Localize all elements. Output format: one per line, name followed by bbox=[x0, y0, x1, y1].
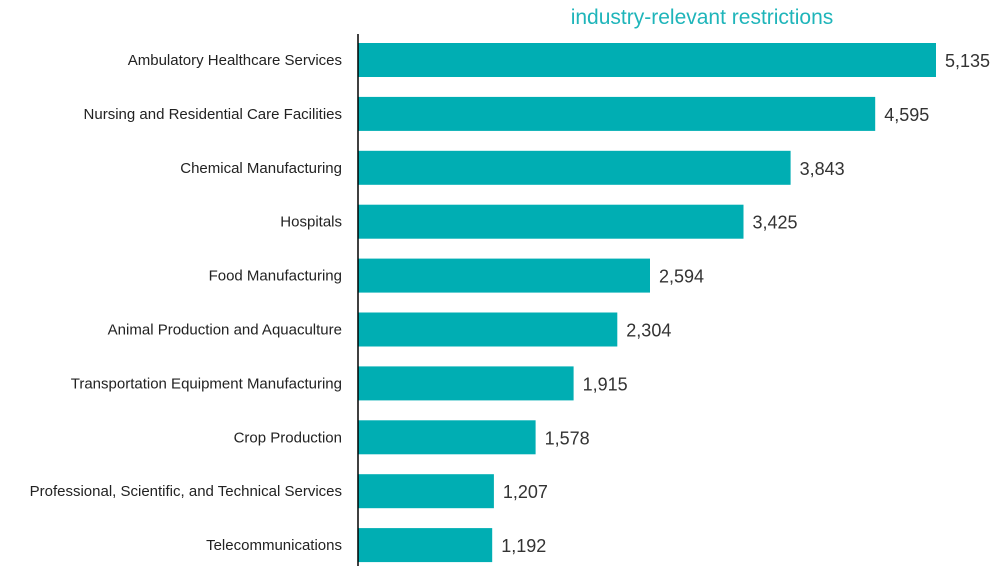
value-label: 4,595 bbox=[884, 105, 929, 125]
value-label: 1,192 bbox=[501, 536, 546, 556]
bar bbox=[358, 43, 936, 77]
bar-group: Telecommunications 1,192 bbox=[206, 528, 546, 563]
value-label: 2,304 bbox=[626, 321, 671, 341]
bar-group: Chemical Manufacturing 3,843 bbox=[180, 150, 845, 185]
value-label: 1,578 bbox=[545, 428, 590, 448]
category-label: Animal Production and Aquaculture bbox=[108, 322, 342, 339]
value-label: 3,425 bbox=[753, 213, 798, 233]
bar bbox=[358, 258, 650, 293]
bar bbox=[358, 366, 574, 401]
bar bbox=[358, 312, 618, 347]
bar bbox=[358, 420, 536, 455]
value-label: 5,135 bbox=[945, 51, 990, 71]
category-label: Food Manufacturing bbox=[209, 268, 342, 285]
bar bbox=[358, 96, 876, 131]
bar-group: Transportation Equipment Manufacturing 1,… bbox=[71, 366, 628, 401]
category-label: Nursing and Residential Care Facilities bbox=[84, 106, 342, 123]
category-label: Crop Production bbox=[234, 429, 342, 446]
bar bbox=[358, 528, 493, 563]
category-label: Hospitals bbox=[280, 214, 342, 231]
bar-group: Ambulatory Healthcare Services 5,135 bbox=[128, 43, 990, 77]
value-label: 1,207 bbox=[503, 482, 548, 502]
bar-group: Food Manufacturing 2,594 bbox=[209, 258, 704, 293]
bar bbox=[358, 150, 791, 185]
value-label: 3,843 bbox=[800, 159, 845, 179]
chart-title: industry-relevant restrictions bbox=[571, 6, 834, 29]
bar bbox=[358, 204, 744, 239]
value-label: 1,915 bbox=[583, 374, 628, 394]
category-label: Ambulatory Healthcare Services bbox=[128, 52, 342, 69]
category-label: Professional, Scientific, and Technical … bbox=[30, 483, 342, 500]
category-label: Telecommunications bbox=[206, 537, 342, 554]
value-label: 2,594 bbox=[659, 267, 704, 287]
category-label: Transportation Equipment Manufacturing bbox=[71, 375, 342, 392]
bar-group: Professional, Scientific, and Technical … bbox=[30, 474, 548, 509]
bar-group: Animal Production and Aquaculture 2,304 bbox=[108, 312, 671, 347]
bars-layer: Ambulatory Healthcare Services 5,135 Nursi… bbox=[30, 43, 990, 563]
bar bbox=[358, 474, 494, 509]
bar-group: Hospitals 3,425 bbox=[280, 204, 798, 239]
bar-group: Crop Production 1,578 bbox=[234, 420, 590, 455]
category-label: Chemical Manufacturing bbox=[180, 160, 342, 177]
bar-group: Nursing and Residential Care Facilities 4… bbox=[84, 96, 929, 131]
